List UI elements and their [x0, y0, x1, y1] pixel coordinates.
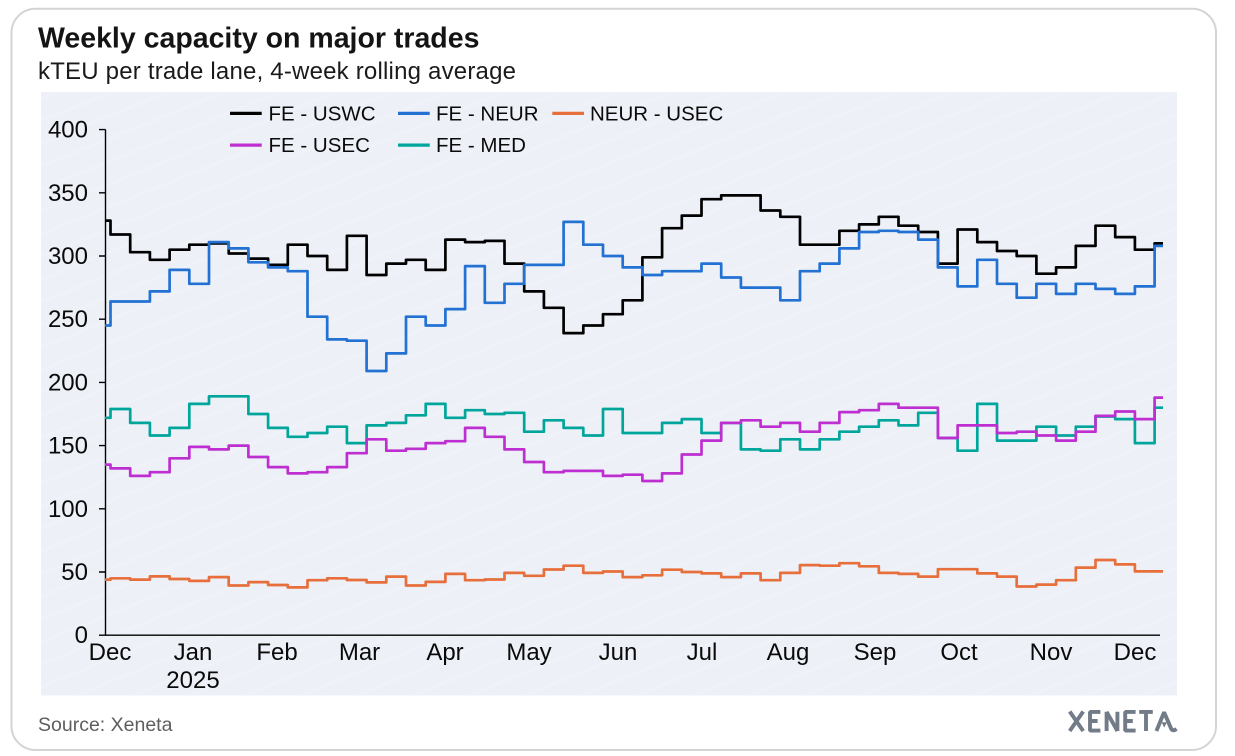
svg-text:Mar: Mar	[339, 639, 380, 666]
svg-text:200: 200	[48, 369, 88, 396]
svg-text:300: 300	[48, 243, 88, 270]
svg-text:FE - USWC: FE - USWC	[269, 102, 376, 125]
svg-text:50: 50	[61, 559, 88, 586]
svg-text:NEUR - USEC: NEUR - USEC	[590, 102, 723, 125]
svg-text:FE - MED: FE - MED	[436, 134, 526, 157]
svg-text:Apr: Apr	[426, 639, 463, 666]
svg-text:400: 400	[48, 117, 88, 144]
svg-text:Jul: Jul	[687, 639, 718, 666]
svg-text:FE - USEC: FE - USEC	[269, 134, 371, 157]
svg-text:100: 100	[48, 496, 88, 523]
svg-text:Sep: Sep	[854, 639, 897, 666]
svg-text:Nov: Nov	[1030, 639, 1073, 666]
svg-text:Jan: Jan	[174, 639, 213, 666]
svg-text:Aug: Aug	[767, 639, 810, 666]
svg-text:0: 0	[75, 622, 88, 649]
svg-text:350: 350	[48, 180, 88, 207]
svg-text:Weekly capacity on major trade: Weekly capacity on major trades	[38, 23, 479, 55]
svg-text:150: 150	[48, 433, 88, 460]
svg-text:Source: Xeneta: Source: Xeneta	[38, 714, 173, 736]
svg-text:Feb: Feb	[256, 639, 297, 666]
svg-text:May: May	[506, 639, 551, 666]
svg-text:2025: 2025	[166, 667, 219, 694]
svg-text:Dec: Dec	[1114, 639, 1157, 666]
svg-text:Jun: Jun	[599, 639, 638, 666]
svg-text:Dec: Dec	[89, 639, 132, 666]
svg-text:FE - NEUR: FE - NEUR	[436, 102, 539, 125]
svg-text:250: 250	[48, 306, 88, 333]
svg-text:Oct: Oct	[940, 639, 978, 666]
svg-text:kTEU per trade lane, 4-week ro: kTEU per trade lane, 4-week rolling aver…	[38, 58, 516, 85]
